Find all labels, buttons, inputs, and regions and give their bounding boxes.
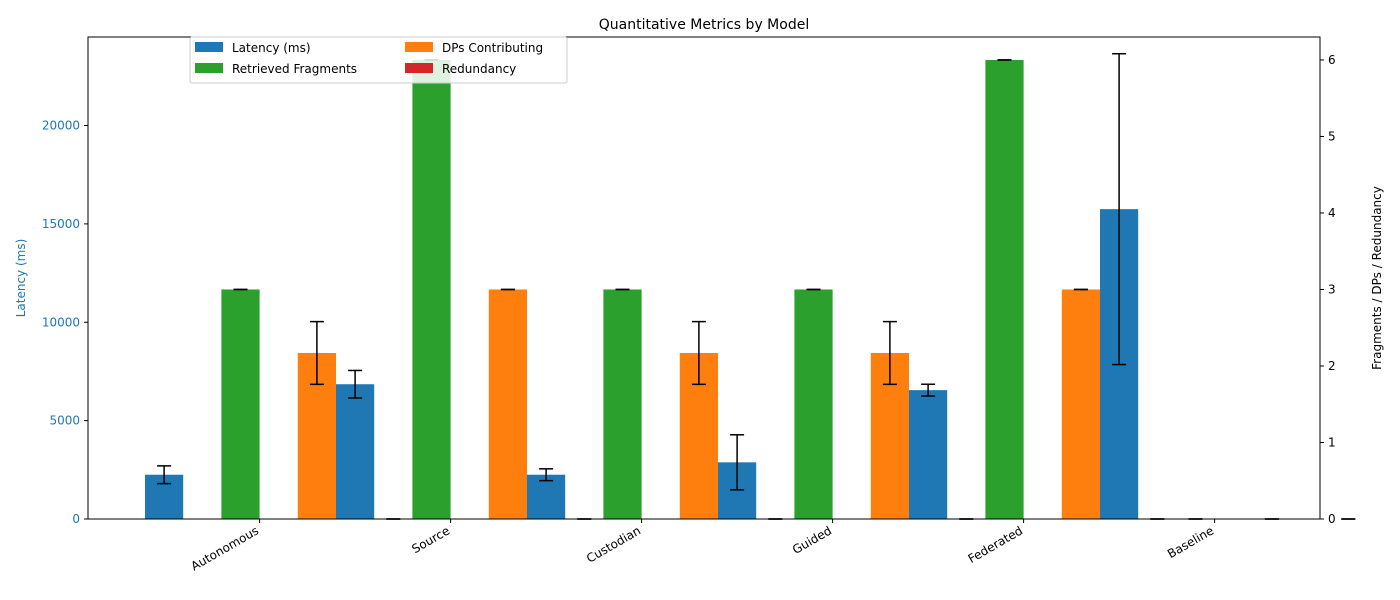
legend-label-retrieved-fragments: Retrieved Fragments [232, 62, 357, 76]
bar-retrieved-fragments-autonomous [221, 289, 260, 519]
chart-title: Quantitative Metrics by Model [599, 17, 809, 33]
legend: Latency (ms) Retrieved Fragments DPs Contr… [189, 36, 568, 84]
right-tick-label: 5 [1328, 129, 1336, 143]
left-tick-label: 15000 [42, 217, 80, 231]
bar-retrieved-fragments-federated [985, 59, 1024, 519]
left-axis-ticks: 0 5000 10000 15000 20000 [42, 119, 88, 526]
plot-frame [87, 36, 1321, 520]
legend-swatch-dps-contributing [405, 42, 433, 52]
bar-retrieved-fragments-guided [794, 289, 833, 519]
x-tick-label-federated: Federated [966, 523, 1026, 565]
legend-swatch-retrieved-fragments [195, 63, 223, 73]
right-tick-label: 1 [1328, 435, 1336, 449]
right-tick-label: 2 [1328, 359, 1336, 373]
right-tick-label: 0 [1328, 512, 1336, 526]
left-tick-label: 0 [72, 512, 80, 526]
bar-dps-contributing-federated [1061, 289, 1100, 519]
bar-latency-ms-custodian [527, 474, 566, 519]
left-tick-label: 5000 [49, 414, 80, 428]
right-tick-label: 4 [1328, 206, 1336, 220]
legend-label-redundancy: Redundancy [442, 62, 516, 76]
bar-dps-contributing-source [488, 289, 527, 519]
bar-latency-ms-federated [909, 390, 948, 519]
bar-retrieved-fragments-custodian [603, 289, 642, 519]
x-tick-label-custodian: Custodian [584, 523, 643, 565]
right-tick-label: 6 [1328, 53, 1336, 67]
x-tick-label-source: Source [409, 523, 452, 556]
legend-swatch-latency-ms [195, 42, 223, 52]
right-axis-label: Fragments / DPs / Redundancy [1370, 186, 1384, 370]
left-tick-label: 20000 [42, 119, 80, 133]
right-axis-ticks: 0 1 2 3 4 5 6 [1320, 53, 1336, 526]
x-axis-ticks: Autonomous Source Custodian Guided Federated… [189, 519, 1216, 573]
legend-label-latency-ms: Latency (ms) [232, 41, 311, 55]
bar-latency-ms-source [336, 384, 375, 519]
left-axis-label: Latency (ms) [14, 239, 28, 318]
bars-layer [145, 59, 1139, 519]
legend-swatch-redundancy [405, 63, 433, 73]
left-tick-label: 10000 [42, 315, 80, 329]
x-tick-label-baseline: Baseline [1165, 523, 1216, 561]
legend-label-dps-contributing: DPs Contributing [442, 41, 543, 55]
bar-retrieved-fragments-source [412, 59, 451, 519]
right-tick-label: 3 [1328, 282, 1336, 296]
x-tick-label-autonomous: Autonomous [189, 523, 262, 573]
legend-frame [189, 36, 568, 84]
x-tick-label-guided: Guided [790, 523, 834, 557]
